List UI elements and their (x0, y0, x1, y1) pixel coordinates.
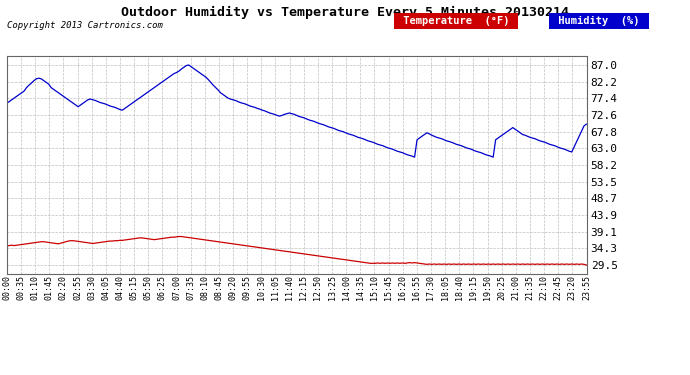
Text: Humidity  (%): Humidity (%) (552, 16, 646, 26)
Text: Temperature  (°F): Temperature (°F) (397, 16, 515, 26)
Text: Outdoor Humidity vs Temperature Every 5 Minutes 20130214: Outdoor Humidity vs Temperature Every 5 … (121, 6, 569, 19)
Text: Copyright 2013 Cartronics.com: Copyright 2013 Cartronics.com (7, 21, 163, 30)
